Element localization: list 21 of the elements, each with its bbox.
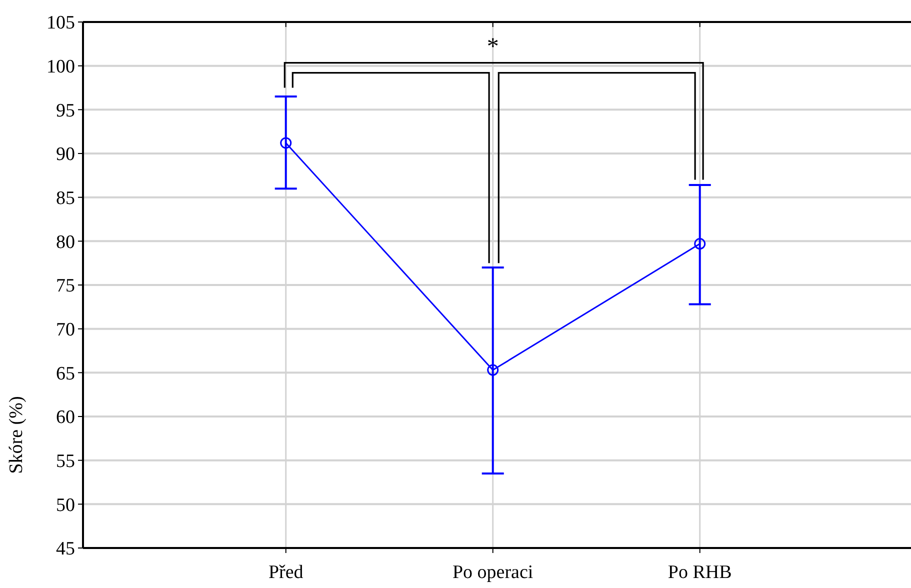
annotation: * [486,34,499,60]
y-tick-label: 60 [56,407,75,428]
y-axis-title: Skóre (%) [6,396,27,474]
point [280,137,292,149]
y-tick-label: 50 [56,494,75,516]
x-tick-label: Před [268,562,304,583]
y-tick-label: 95 [56,100,75,122]
y-tick-label: 85 [56,188,75,209]
y-tick-label: 105 [46,12,75,34]
y-tick-label: 75 [56,276,75,297]
y-tick-label: 70 [56,319,75,340]
point [487,364,499,376]
y-tick-label: 90 [56,144,75,166]
y-tick-label: 55 [56,450,75,472]
x-tick-label: Po operaci [452,562,534,583]
y-tick-label: 45 [56,538,75,560]
y-tick-label: 65 [56,363,75,384]
y-tick-label: 80 [56,232,75,253]
point [694,238,706,250]
y-tick-label: 100 [46,56,75,78]
x-tick-label: Po RHB [668,562,732,583]
